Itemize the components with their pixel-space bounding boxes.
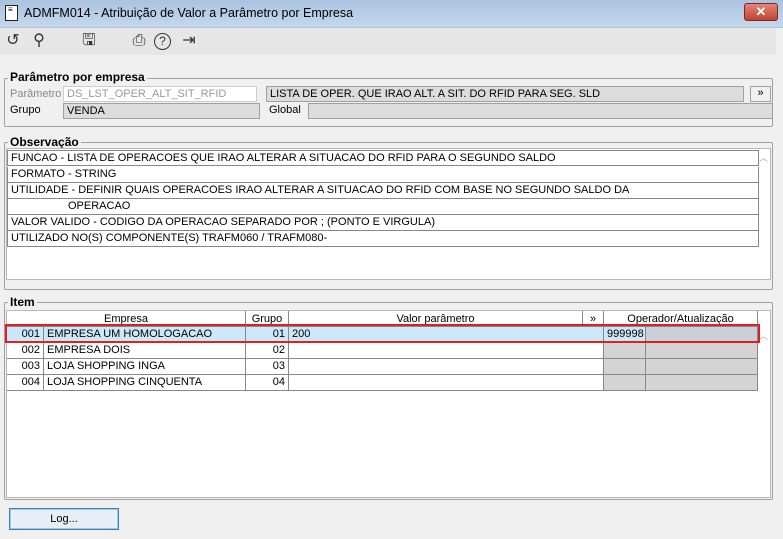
cell-operador[interactable]	[604, 375, 646, 391]
global-label: Global	[269, 104, 301, 116]
obs-group	[4, 142, 773, 290]
header-operador[interactable]: Operador/Atualização	[604, 311, 758, 327]
cell-code[interactable]: 003	[7, 359, 44, 375]
obs-legend: Observação	[8, 135, 81, 149]
scroll-up-icon[interactable]: ︿	[759, 153, 769, 163]
search-icon[interactable]: ⚲	[33, 32, 45, 49]
obs-line: UTILIZADO NO(S) COMPONENTE(S) TRAFM060 /…	[7, 231, 759, 247]
cell-code[interactable]: 004	[7, 375, 44, 391]
param-input[interactable]: DS_LST_OPER_ALT_SIT_RFID	[63, 86, 257, 102]
title-bar: ≡ ADMFM014 - Atribuição de Valor a Parâm…	[0, 0, 783, 28]
cell-valor[interactable]	[289, 359, 604, 375]
header-grupo[interactable]: Grupo	[246, 311, 289, 327]
grupo-label: Grupo	[10, 104, 41, 116]
cell-empresa[interactable]: LOJA SHOPPING INGA	[44, 359, 246, 375]
app-icon: ≡	[5, 5, 18, 21]
grupo-field: VENDA	[63, 103, 260, 119]
obs-line: UTILIDADE - DEFINIR QUAIS OPERACOES IRAO…	[7, 183, 759, 199]
param-legend: Parâmetro por empresa	[8, 70, 147, 84]
item-group	[4, 302, 773, 500]
more-button[interactable]: »	[750, 86, 771, 102]
selected-row-highlight	[5, 324, 760, 343]
obs-line: FUNCAO - LISTA DE OPERACOES QUE IRAO ALT…	[7, 150, 759, 166]
obs-line: OPERACAO	[7, 199, 759, 215]
cell-atualizacao[interactable]	[646, 359, 758, 375]
window-title: ADMFM014 - Atribuição de Valor a Parâmet…	[24, 6, 354, 20]
close-button[interactable]: ✕	[744, 3, 778, 21]
cell-code[interactable]: 002	[7, 343, 44, 359]
cell-grupo[interactable]: 04	[246, 375, 289, 391]
save-icon[interactable]: 🖫	[82, 32, 96, 49]
obs-line: FORMATO - STRING	[7, 167, 759, 183]
print-icon[interactable]: ⎙	[132, 32, 146, 49]
help-icon[interactable]: ?	[154, 33, 171, 50]
header-more-button[interactable]: »	[583, 311, 604, 327]
header-valor[interactable]: Valor parâmetro	[289, 311, 583, 327]
scroll-up-icon[interactable]: ︿	[759, 331, 769, 341]
cell-empresa[interactable]: LOJA SHOPPING CINQUENTA	[44, 375, 246, 391]
param-group	[4, 78, 773, 127]
header-empresa[interactable]: Empresa	[7, 311, 246, 327]
param-label: Parâmetro	[10, 88, 62, 100]
item-legend: Item	[8, 295, 37, 309]
param-description: LISTA DE OPER. QUE IRAO ALT. A SIT. DO R…	[266, 86, 744, 102]
cell-grupo[interactable]: 03	[246, 359, 289, 375]
cell-code[interactable]: 001	[7, 327, 44, 343]
obs-line: VALOR VALIDO - CODIGO DA OPERACAO SEPARA…	[7, 215, 759, 231]
cell-valor[interactable]	[289, 375, 604, 391]
cell-atualizacao[interactable]	[646, 375, 758, 391]
cell-atualizacao[interactable]	[646, 343, 758, 359]
undo-icon[interactable]: ↺	[6, 32, 20, 49]
global-field	[308, 103, 773, 119]
cell-operador[interactable]	[604, 359, 646, 375]
toolbar: ↺ ⚲ 🖫 ⎙ ? ⇥	[0, 28, 776, 55]
cell-operador[interactable]	[604, 343, 646, 359]
exit-icon[interactable]: ⇥	[182, 32, 196, 49]
cell-empresa[interactable]: EMPRESA DOIS	[44, 343, 246, 359]
cell-grupo[interactable]: 02	[246, 343, 289, 359]
obs-list[interactable]: FUNCAO - LISTA DE OPERACOES QUE IRAO ALT…	[6, 148, 771, 280]
cell-valor[interactable]	[289, 343, 604, 359]
log-button[interactable]: Log...	[9, 508, 119, 530]
